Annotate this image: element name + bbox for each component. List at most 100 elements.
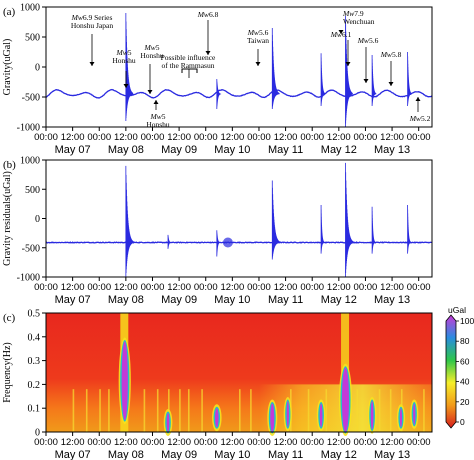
x-date-label: May 11: [268, 144, 303, 156]
spike-burst: [271, 28, 280, 109]
x-time-label: 00:00: [141, 437, 165, 448]
colorbar-tick-label: 100: [460, 316, 474, 326]
heatmap-event-core: [286, 401, 289, 428]
y-axis-title: Gravity residuals(uGal): [2, 171, 13, 266]
x-date-label: May 07: [55, 294, 91, 306]
y-tick-label: 0.1: [28, 404, 41, 415]
spike-burst: [125, 165, 135, 277]
y-tick-label: 0.3: [28, 356, 41, 367]
annotation-line2: Honshu: [140, 51, 164, 60]
x-time-label: 00:00: [34, 132, 58, 143]
x-time-label: 12:00: [167, 282, 191, 293]
panel-label: (c): [3, 312, 16, 324]
colorbar-tick-label: 0: [460, 417, 465, 427]
y-tick-label: 0: [35, 428, 40, 439]
x-time-label: 00:00: [141, 282, 165, 293]
spike-burst: [216, 230, 221, 257]
x-time-label: 00:00: [354, 282, 378, 293]
x-time-label: 00:00: [407, 437, 431, 448]
residual-blob: [222, 237, 233, 248]
x-date-label: May 07: [55, 449, 91, 460]
annotation-line2: of the Rammasun: [162, 61, 215, 70]
annotation-text: 7.9: [354, 9, 364, 18]
annotation-text: 5: [128, 48, 132, 57]
x-time-label: 12:00: [61, 282, 85, 293]
x-date-label: May 08: [108, 144, 144, 156]
x-time-label: 00:00: [300, 132, 324, 143]
colorbar-tick-label: 20: [460, 397, 470, 407]
annotation-label: Mw5.2: [409, 114, 431, 123]
x-date-label: May 13: [374, 294, 410, 306]
x-time-label: 12:00: [167, 437, 191, 448]
x-date-label: May 08: [108, 294, 144, 306]
x-time-label: 00:00: [34, 282, 58, 293]
annotation-label: Mw5: [116, 48, 132, 57]
x-time-label: 00:00: [87, 132, 111, 143]
x-time-label: 12:00: [114, 282, 138, 293]
x-time-label: 12:00: [380, 282, 404, 293]
annotation-arrow-head: [363, 79, 369, 83]
heatmap-streak: [307, 389, 310, 432]
annotation-line2: Honshu Japan: [71, 21, 114, 30]
spike-burst: [407, 52, 412, 106]
panel-label: (b): [3, 159, 16, 171]
x-date-label: May 12: [321, 449, 357, 460]
annotation-arrow-head: [338, 30, 344, 34]
heatmap-event-core: [399, 408, 403, 428]
annotation-arrow-head: [153, 100, 159, 104]
spike-burst: [320, 53, 326, 106]
colorbar: [445, 314, 457, 429]
x-date-label: May 09: [161, 144, 197, 156]
annotation-label: Mw6.1: [330, 30, 352, 39]
x-time-label: 00:00: [300, 282, 324, 293]
annotation-line2: Wenchuan: [343, 17, 375, 26]
annotation-arrow-head: [345, 62, 351, 66]
y-tick-label: -500: [22, 93, 40, 104]
y-tick-label: 500: [25, 33, 40, 44]
annotation-prefix: Mw: [71, 13, 83, 22]
annotation-label: Mw5.6: [247, 28, 269, 37]
heatmap-streak: [72, 389, 75, 432]
x-date-label: May 10: [214, 449, 250, 460]
spike-burst: [125, 13, 134, 121]
annotation-arrow-head: [147, 90, 153, 94]
spike-burst: [371, 206, 376, 254]
colorbar-unit: uGal: [448, 305, 466, 315]
annotation-prefix: Mw: [342, 9, 354, 18]
x-time-label: 12:00: [167, 132, 191, 143]
annotation-line2: Honshu: [112, 56, 136, 65]
y-tick-label: 1000: [20, 3, 40, 14]
heatmap-event-core: [270, 403, 275, 432]
annotation-arrow-head: [205, 51, 211, 55]
annotation-arrow-head: [415, 97, 421, 101]
y-tick-label: 500: [25, 185, 40, 196]
annotation-arrow-head: [123, 84, 129, 88]
x-time-label: 12:00: [380, 132, 404, 143]
colorbar-tick-label: 60: [460, 356, 470, 366]
x-time-label: 12:00: [274, 437, 298, 448]
x-date-label: May 11: [268, 449, 303, 460]
annotation-text: Possible influence: [161, 53, 216, 62]
plot-frame: [45, 6, 433, 128]
heatmap-streak: [239, 389, 241, 432]
heatmap-streak: [356, 389, 359, 432]
spike-burst: [345, 16, 353, 127]
x-time-label: 00:00: [407, 282, 431, 293]
spike-burst: [407, 205, 412, 254]
x-time-label: 12:00: [274, 282, 298, 293]
y-axis-title: Gravity(uGal): [2, 39, 13, 96]
x-date-label: May 12: [321, 144, 357, 156]
x-time-label: 00:00: [87, 437, 111, 448]
annotation-prefix: Mw: [357, 36, 369, 45]
x-time-label: 12:00: [327, 437, 351, 448]
annotation-text: 5.2: [421, 114, 431, 123]
heatmap-event-core: [413, 403, 416, 425]
spike-burst: [345, 162, 355, 277]
y-tick-label: -500: [22, 243, 40, 254]
heatmap-event-core: [166, 412, 170, 433]
annotation-prefix: Mw: [380, 50, 392, 59]
x-date-label: May 10: [214, 144, 250, 156]
annotation-prefix: Mw: [409, 114, 421, 123]
y-tick-label: 0: [35, 63, 40, 74]
